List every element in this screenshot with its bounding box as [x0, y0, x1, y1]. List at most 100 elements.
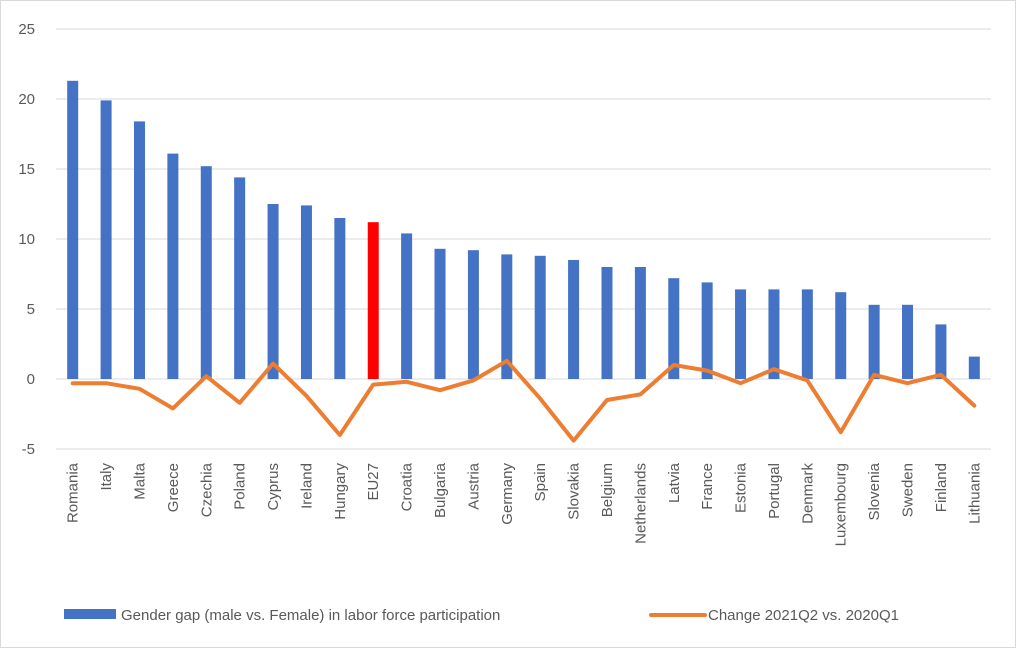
line-series — [70, 358, 977, 443]
legend-label-line: Change 2021Q2 vs. 2020Q1 — [708, 607, 899, 624]
y-tick-label: 10 — [18, 231, 35, 248]
line-point-portugal — [773, 368, 775, 370]
line-point-ireland — [305, 395, 307, 397]
x-tick-label: Slovenia — [866, 462, 883, 520]
bar-series — [67, 80, 980, 380]
line-point-slovenia — [873, 374, 875, 376]
bar-slovakia — [568, 260, 580, 379]
x-tick-label: Cyprus — [265, 463, 282, 511]
bar-bulgaria — [434, 248, 446, 379]
line-point-belgium — [606, 399, 608, 401]
legend: Gender gap (male vs. Female) in labor fo… — [64, 607, 899, 624]
bar-belgium — [601, 267, 613, 379]
line-point-hungary — [339, 434, 341, 436]
y-tick-label: 0 — [27, 371, 35, 388]
y-tick-label: -5 — [22, 441, 35, 458]
line-point-cyprus — [272, 363, 274, 365]
bar-croatia — [401, 233, 413, 379]
bar-italy — [100, 100, 112, 380]
bar-netherlands — [634, 267, 646, 379]
line-point-france — [706, 370, 708, 372]
bar-lithuania — [968, 356, 980, 379]
bar-czechia — [200, 166, 212, 379]
bar-romania — [67, 80, 79, 380]
line-point-netherlands — [639, 393, 641, 395]
bar-hungary — [334, 218, 346, 379]
bar-poland — [234, 177, 246, 379]
x-tick-label: Bulgaria — [432, 462, 449, 518]
line-point-poland — [239, 402, 241, 404]
line-point-spain — [539, 398, 541, 400]
bar-estonia — [735, 289, 747, 379]
line-point-germany — [506, 360, 508, 362]
x-tick-label: Poland — [232, 463, 249, 510]
bar-greece — [167, 153, 179, 379]
x-tick-label: Greece — [165, 463, 182, 512]
bar-ireland — [300, 205, 312, 379]
y-tick-label: 15 — [18, 161, 35, 178]
x-tick-label: Italy — [98, 463, 115, 491]
line-point-denmark — [806, 379, 808, 381]
bar-malta — [133, 121, 145, 380]
line-point-finland — [940, 374, 942, 376]
x-tick-label: Croatia — [399, 462, 416, 511]
x-tick-label: Finland — [933, 463, 950, 512]
bar-cyprus — [267, 204, 279, 379]
x-tick-label: Denmark — [799, 463, 816, 524]
x-tick-label: Slovakia — [566, 462, 583, 519]
y-tick-label: 20 — [18, 91, 35, 108]
bar-portugal — [768, 289, 780, 379]
x-tick-label: Germany — [499, 463, 516, 525]
x-tick-label: Austria — [465, 462, 482, 509]
y-tick-label: 5 — [27, 301, 35, 318]
x-tick-label: Portugal — [766, 463, 783, 519]
bar-france — [701, 282, 713, 379]
line-point-croatia — [406, 381, 408, 383]
line-point-czechia — [205, 375, 207, 377]
x-tick-label: Spain — [532, 463, 549, 501]
line-point-greece — [172, 407, 174, 409]
x-tick-label: Luxembourg — [833, 463, 850, 546]
bar-spain — [534, 255, 546, 379]
y-axis-tick-labels: -5 0 5 10 15 20 25 — [18, 21, 35, 458]
y-tick-label: 25 — [18, 21, 35, 38]
legend-label-bar: Gender gap (male vs. Female) in labor fo… — [121, 607, 500, 624]
line-point-latvia — [673, 364, 675, 366]
x-tick-label: France — [699, 463, 716, 510]
bar-denmark — [801, 289, 813, 379]
line-point-lithuania — [973, 405, 975, 407]
x-tick-label: Czechia — [198, 462, 215, 517]
bar-finland — [935, 324, 947, 379]
x-tick-label: Estonia — [733, 462, 750, 513]
bar-sweden — [902, 304, 914, 379]
bar-austria — [467, 250, 479, 379]
x-tick-label: Lithuania — [966, 462, 983, 524]
line-point-austria — [472, 379, 474, 381]
line-point-luxembourg — [840, 431, 842, 433]
line-point-malta — [138, 388, 140, 390]
x-tick-label: Sweden — [900, 463, 917, 517]
line-point-eu27 — [372, 384, 374, 386]
x-tick-label: Hungary — [332, 463, 349, 520]
change-line — [70, 358, 977, 443]
line-point-sweden — [907, 382, 909, 384]
line-point-romania — [72, 382, 74, 384]
bar-slovenia — [868, 304, 880, 379]
line-point-bulgaria — [439, 389, 441, 391]
x-tick-label: Latvia — [666, 462, 683, 503]
x-tick-label: Belgium — [599, 463, 616, 517]
x-axis-tick-labels: Romania Italy Malta Greece Czechia Poland Cypr… — [65, 462, 984, 546]
line-point-slovakia — [573, 440, 575, 442]
x-tick-label: EU27 — [365, 463, 382, 501]
x-tick-label: Malta — [131, 462, 148, 499]
bar-latvia — [668, 278, 680, 379]
x-tick-label: Netherlands — [632, 463, 649, 544]
line-point-italy — [105, 382, 107, 384]
bar-luxembourg — [835, 292, 847, 379]
bar-eu27 — [367, 222, 379, 379]
legend-swatch-bar — [64, 609, 116, 619]
x-tick-label: Romania — [65, 462, 82, 523]
bar-germany — [501, 254, 513, 379]
